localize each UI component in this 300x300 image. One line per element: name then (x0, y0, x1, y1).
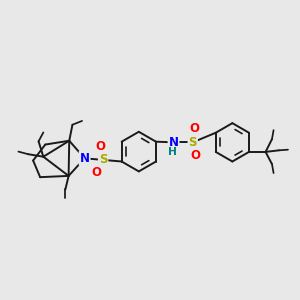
Text: S: S (99, 153, 107, 167)
Text: N: N (169, 136, 178, 149)
Text: O: O (91, 166, 101, 179)
Text: N: N (80, 152, 90, 165)
Text: O: O (189, 122, 199, 135)
Text: O: O (190, 149, 200, 162)
Text: O: O (95, 140, 105, 153)
Text: H: H (169, 147, 177, 157)
Text: S: S (188, 136, 197, 149)
